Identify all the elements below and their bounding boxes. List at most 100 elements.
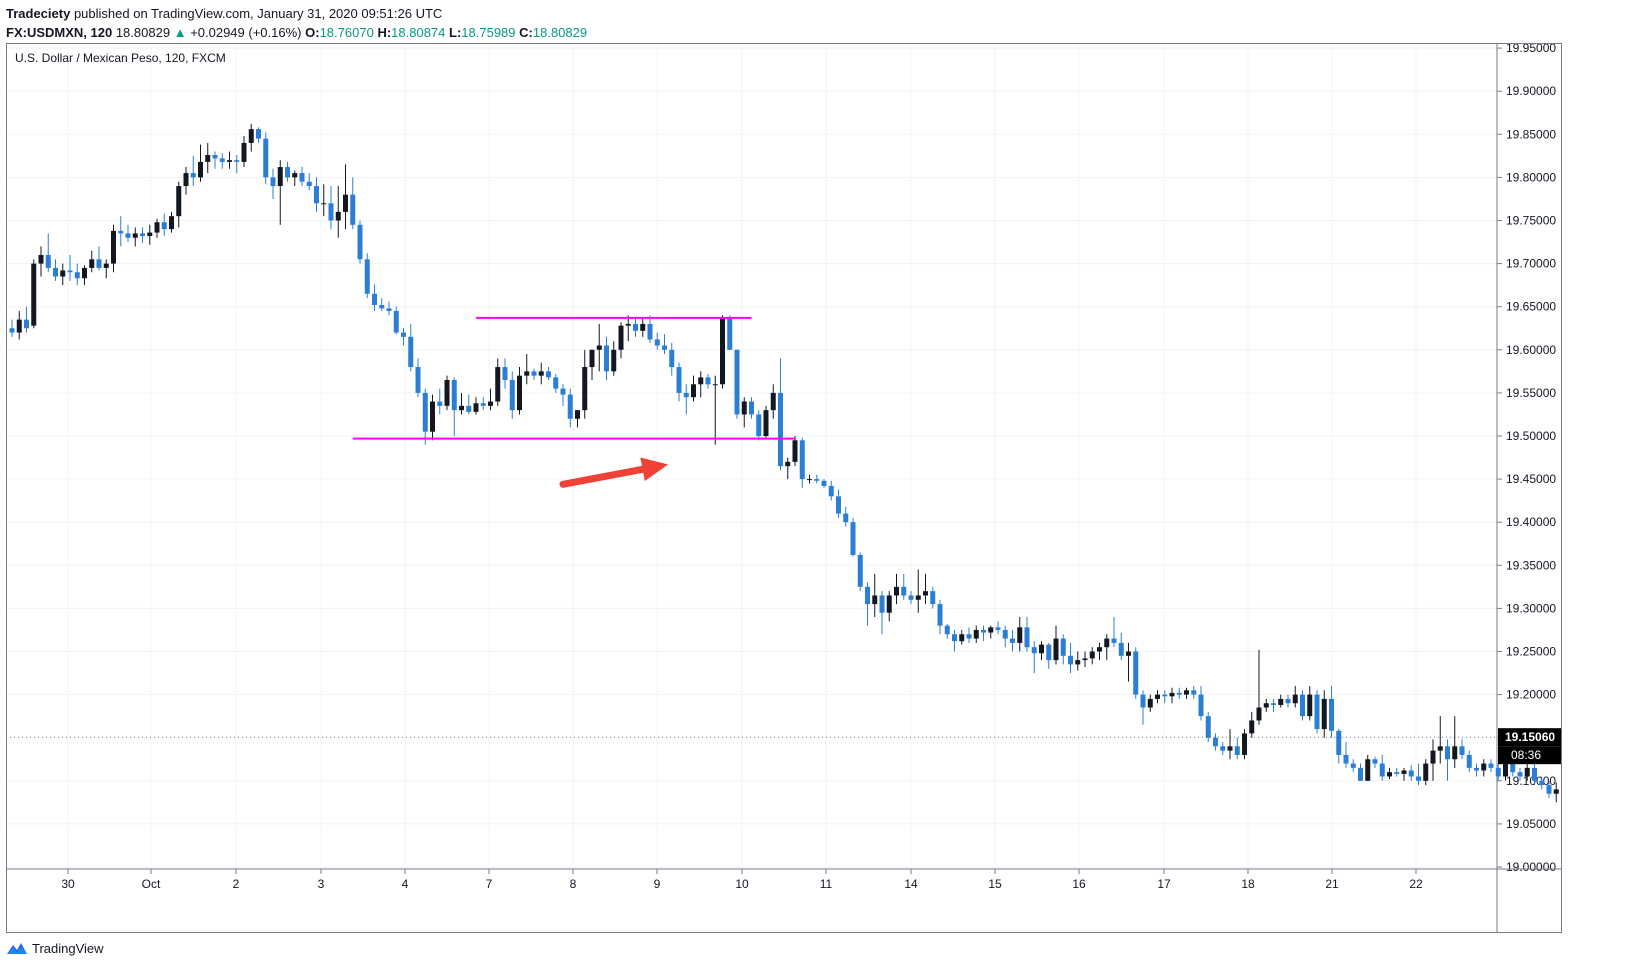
time-tick-label: 22 [1409,877,1423,891]
candle-body [234,160,240,162]
candle-body [1002,629,1008,639]
candle-body [1532,767,1537,781]
candle-body [952,634,957,642]
candlestick-chart[interactable]: 19.95000 19.90000 19.85000 19.80000 19.75000… [6,43,1562,933]
price-tick-label: 19.70000 [1506,257,1556,271]
price-tick-label: 19.30000 [1506,601,1556,615]
candle-body [981,629,986,633]
candle-body [96,259,102,268]
candle-body [575,410,580,419]
candle-body [973,629,979,639]
tradingview-logo-icon[interactable] [6,940,28,956]
candle-body [1445,746,1450,760]
candle-body [480,403,486,406]
candle-body [1162,694,1168,697]
candle-body [89,259,95,268]
price-tick-label: 19.65000 [1506,300,1556,314]
candle-body [1481,763,1487,771]
candle-body [1234,746,1240,755]
time-tick-label: 18 [1241,877,1255,891]
candle-body [966,634,972,639]
candle-body [466,405,472,412]
candle-body [698,377,704,385]
time-tick-label: 17 [1157,877,1171,891]
candle-body [386,308,392,312]
candle-body [285,167,290,178]
candle-body [1075,660,1081,665]
candle-body [1387,772,1392,777]
candle-body [560,388,566,395]
change-up-icon: ▲ [173,25,187,40]
candle-body [1510,763,1516,773]
candle-body [82,267,87,279]
candle-body [45,254,51,268]
time-tick-label: Oct [142,877,161,891]
candle-body [792,440,798,462]
candle-body [814,479,820,481]
candle-body [335,211,341,221]
candle-body [277,167,283,187]
candle-body [111,230,116,264]
candle-body [691,384,696,398]
candle-body [343,194,348,212]
candle-body [350,194,356,225]
candle-body [1292,694,1298,704]
candle-body [611,349,617,372]
publish-line: Tradeciety published on TradingView.com,… [6,4,587,23]
candle-body [1198,694,1204,717]
time-tick-label: 9 [654,877,661,891]
last-price: 18.80829 [115,25,171,40]
candle-body [1147,698,1153,708]
candle-body [886,595,892,613]
candle-body [1459,746,1465,755]
candle-body [9,328,15,333]
candle-body [1430,750,1436,764]
candle-body [582,367,588,411]
candle-body [937,604,943,626]
candle-body [459,405,464,411]
candle-body [778,392,783,467]
candle-body [1329,698,1334,731]
candle-body [705,377,711,385]
current-price-badge [1498,728,1562,747]
time-tick-label: 8 [570,877,577,891]
candle-body [74,272,80,279]
published-text: published on TradingView.com, January 31… [73,6,443,21]
high-label: H: [377,25,392,40]
candle-body [785,461,791,467]
price-tick-label: 19.00000 [1506,860,1556,874]
candle-body [1227,746,1233,751]
candle-body [212,154,218,159]
candle-body [1401,770,1407,774]
candle-body [1031,647,1037,654]
candle-body [901,586,907,596]
footer-brand[interactable]: TradingView [32,940,104,956]
candle-body [248,129,254,143]
candle-body [422,392,428,432]
footer: TradingView [6,940,104,956]
candle-body [763,410,769,436]
candle-body [1285,698,1291,704]
candle-body [1176,692,1182,695]
candle-body [379,304,385,309]
candle-body [1053,638,1059,661]
chart-header: Tradeciety published on TradingView.com,… [6,4,587,42]
candle-body [314,186,319,204]
price-tick-label: 19.35000 [1506,558,1556,572]
author-name[interactable]: Tradeciety [6,6,71,21]
candle-body [38,254,44,264]
candle-body [567,394,573,419]
candle-body [292,173,298,178]
candle-body [1082,658,1088,661]
time-tick-label: 15 [988,877,1002,891]
candle-body [328,203,334,221]
candle-body [1336,730,1342,755]
candle-body [531,371,537,376]
price-tick-label: 19.55000 [1506,386,1556,400]
change-value: +0.02949 (+0.16%) [190,25,302,40]
candle-body [444,379,450,406]
candle-body [437,401,443,406]
candle-body [372,293,377,305]
time-tick-label: 11 [820,877,833,891]
candle-body [1010,638,1015,643]
